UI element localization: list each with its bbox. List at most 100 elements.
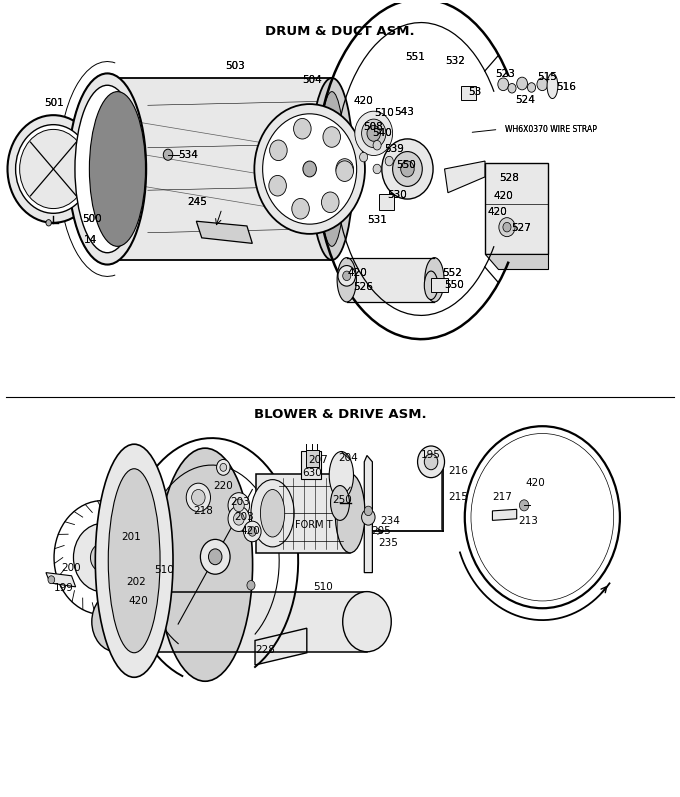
Text: 534: 534 bbox=[178, 150, 198, 159]
Ellipse shape bbox=[95, 444, 173, 677]
Polygon shape bbox=[485, 254, 547, 269]
Polygon shape bbox=[255, 628, 307, 665]
Text: 515: 515 bbox=[538, 73, 558, 82]
Text: 516: 516 bbox=[556, 82, 576, 92]
Circle shape bbox=[322, 192, 339, 213]
Circle shape bbox=[270, 140, 287, 160]
Text: DRUM & DUCT ASM.: DRUM & DUCT ASM. bbox=[265, 25, 415, 38]
Text: BLOWER & DRIVE ASM.: BLOWER & DRIVE ASM. bbox=[254, 408, 426, 421]
Circle shape bbox=[269, 175, 286, 196]
Text: 501: 501 bbox=[45, 98, 65, 108]
Text: 500: 500 bbox=[82, 214, 102, 224]
Text: 420: 420 bbox=[487, 206, 507, 217]
Circle shape bbox=[517, 77, 528, 90]
Text: 503: 503 bbox=[225, 61, 245, 71]
Polygon shape bbox=[347, 257, 435, 302]
Circle shape bbox=[247, 580, 255, 590]
Circle shape bbox=[360, 152, 368, 162]
Circle shape bbox=[385, 156, 393, 166]
Text: 550: 550 bbox=[444, 281, 464, 290]
Ellipse shape bbox=[108, 469, 160, 653]
Circle shape bbox=[424, 454, 438, 469]
Text: 551: 551 bbox=[405, 52, 425, 61]
Text: 504: 504 bbox=[302, 76, 322, 85]
Polygon shape bbox=[197, 222, 252, 243]
Bar bbox=[301, 451, 321, 479]
Text: 420: 420 bbox=[487, 206, 507, 217]
Text: 202: 202 bbox=[126, 577, 146, 587]
Text: 245: 245 bbox=[187, 197, 207, 207]
Text: 220: 220 bbox=[214, 481, 233, 491]
Text: 527: 527 bbox=[511, 222, 531, 233]
Circle shape bbox=[292, 198, 309, 219]
Text: 527: 527 bbox=[511, 222, 531, 233]
Text: 543: 543 bbox=[394, 107, 415, 117]
Circle shape bbox=[499, 218, 515, 237]
Ellipse shape bbox=[335, 473, 365, 553]
Circle shape bbox=[464, 426, 620, 608]
Text: 532: 532 bbox=[445, 56, 465, 65]
Circle shape bbox=[254, 104, 365, 234]
Circle shape bbox=[362, 509, 375, 525]
Circle shape bbox=[233, 499, 244, 512]
Text: FORM T: FORM T bbox=[296, 520, 333, 530]
Text: 508: 508 bbox=[364, 122, 384, 132]
Ellipse shape bbox=[329, 452, 354, 499]
Text: 420: 420 bbox=[354, 96, 373, 106]
Text: 245: 245 bbox=[187, 197, 207, 207]
Text: 532: 532 bbox=[445, 56, 465, 65]
Text: 204: 204 bbox=[339, 453, 358, 463]
Text: 531: 531 bbox=[367, 214, 387, 225]
Text: 201: 201 bbox=[122, 532, 141, 542]
Circle shape bbox=[220, 463, 226, 471]
Ellipse shape bbox=[158, 448, 252, 681]
Circle shape bbox=[16, 124, 91, 214]
Text: 199: 199 bbox=[54, 583, 74, 593]
Text: 217: 217 bbox=[492, 492, 512, 501]
Circle shape bbox=[294, 119, 311, 139]
Circle shape bbox=[503, 222, 511, 232]
Circle shape bbox=[364, 506, 373, 516]
Ellipse shape bbox=[330, 485, 350, 520]
Text: 14: 14 bbox=[84, 235, 97, 245]
Circle shape bbox=[262, 114, 356, 224]
Text: 526: 526 bbox=[353, 282, 373, 292]
Text: 207: 207 bbox=[308, 455, 328, 465]
Text: 510: 510 bbox=[154, 565, 173, 575]
Bar bbox=[431, 278, 448, 292]
Text: WH6X0370 WIRE STRAP: WH6X0370 WIRE STRAP bbox=[505, 125, 597, 134]
Text: 500: 500 bbox=[82, 214, 102, 224]
Text: 53: 53 bbox=[468, 87, 481, 97]
Circle shape bbox=[520, 500, 529, 511]
Text: 539: 539 bbox=[384, 144, 404, 154]
Text: 523: 523 bbox=[495, 69, 515, 79]
Text: 215: 215 bbox=[448, 492, 468, 501]
Ellipse shape bbox=[69, 73, 146, 265]
Text: 503: 503 bbox=[225, 61, 245, 71]
Text: 524: 524 bbox=[515, 95, 535, 105]
Text: 420: 420 bbox=[494, 191, 513, 201]
Circle shape bbox=[362, 119, 386, 147]
Circle shape bbox=[508, 84, 516, 93]
Circle shape bbox=[343, 271, 351, 281]
Text: 510: 510 bbox=[313, 582, 333, 592]
Text: 228: 228 bbox=[256, 646, 275, 655]
Circle shape bbox=[163, 149, 173, 160]
Circle shape bbox=[209, 549, 222, 565]
Ellipse shape bbox=[260, 489, 285, 537]
Text: 516: 516 bbox=[556, 82, 576, 92]
Bar bbox=[305, 450, 319, 467]
Ellipse shape bbox=[425, 257, 444, 302]
Text: 195: 195 bbox=[421, 450, 441, 461]
Text: 552: 552 bbox=[442, 268, 462, 277]
Circle shape bbox=[303, 161, 316, 177]
Ellipse shape bbox=[251, 480, 294, 547]
Text: 53: 53 bbox=[468, 87, 481, 97]
Text: 200: 200 bbox=[61, 563, 80, 573]
Bar bbox=[379, 194, 394, 210]
Circle shape bbox=[336, 159, 354, 179]
Ellipse shape bbox=[337, 257, 356, 302]
Polygon shape bbox=[364, 455, 373, 572]
Circle shape bbox=[228, 506, 250, 532]
Bar bbox=[256, 473, 350, 553]
